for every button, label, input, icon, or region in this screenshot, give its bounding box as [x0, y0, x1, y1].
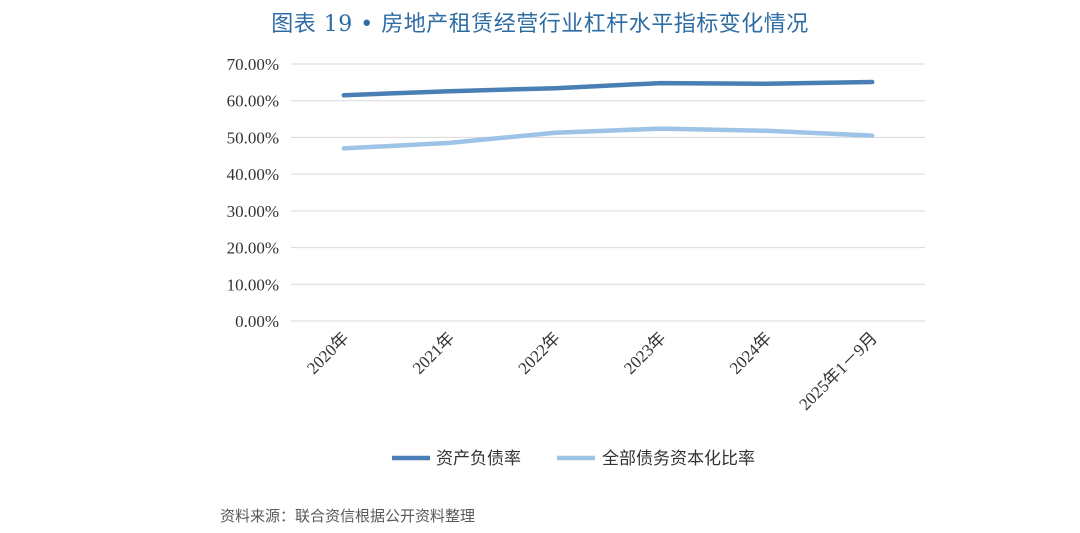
y-tick-label: 40.00%: [227, 165, 279, 184]
y-tick-label: 50.00%: [227, 128, 279, 147]
y-tick-label: 20.00%: [227, 239, 279, 258]
y-tick-label: 0.00%: [235, 312, 279, 331]
grid-layer: [291, 63, 925, 322]
x-tick-label: 2021年: [409, 328, 458, 377]
legend: 资产负债率 全部债务资本化比率: [392, 449, 755, 469]
y-tick-label: 10.00%: [227, 275, 279, 294]
legend-label-2: 全部债务资本化比率: [602, 449, 755, 469]
x-tick-label: 2025年1－9月: [795, 328, 881, 414]
x-tick-label: 2022年: [514, 328, 563, 377]
series-line-1: [341, 79, 875, 98]
y-tick-label: 70.00%: [227, 55, 279, 74]
y-tick-label: 30.00%: [227, 202, 279, 221]
legend-label-1: 资产负债率: [436, 449, 521, 469]
series-layer: [341, 79, 875, 151]
x-axis: 2020年 2021年 2022年 2023年 2024年 2025年1－9月: [303, 328, 881, 414]
y-axis: 0.00% 10.00% 20.00% 30.00% 40.00% 50.00% 60.00…: [227, 55, 279, 331]
y-tick-label: 60.00%: [227, 92, 279, 111]
chart-title: 图表 19 • 房地产租赁经营行业杠杆水平指标变化情况: [271, 12, 809, 37]
x-tick-label: 2020年: [303, 328, 352, 377]
series-line-2: [341, 126, 875, 151]
x-tick-label: 2024年: [726, 328, 775, 377]
x-tick-label: 2023年: [620, 328, 669, 377]
source-note: 资料来源：联合资信根据公开资料整理: [220, 507, 476, 525]
